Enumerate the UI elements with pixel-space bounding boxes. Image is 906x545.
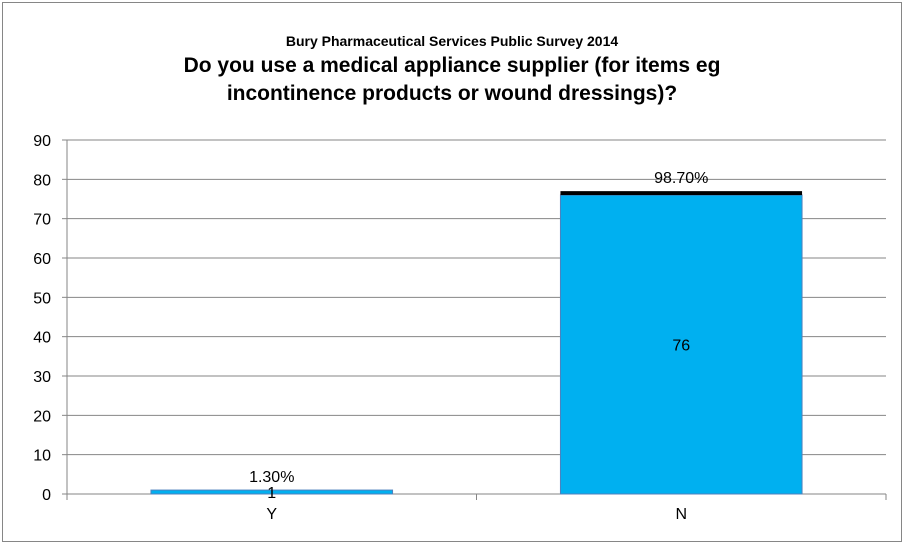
bar-y (150, 489, 394, 495)
percent-marker-n (560, 191, 803, 196)
value-label-n: 76 (672, 338, 690, 355)
y-tick-label-90: 90 (33, 133, 51, 150)
chart-supertitle: Bury Pharmaceutical Services Public Surv… (286, 33, 619, 49)
y-tick-label-70: 70 (33, 212, 51, 229)
percent-label-y: 1.30% (249, 469, 294, 486)
chart-title-line-2: incontinence products or wound dressings… (227, 82, 677, 105)
y-tick-label-0: 0 (42, 487, 51, 504)
plot-area: 0 10 20 30 40 50 60 70 80 90 11.30% Y 76 98.70% N (33, 133, 887, 523)
y-tick-label-60: 60 (33, 251, 51, 268)
y-tick-label-40: 40 (33, 330, 51, 347)
y-tick-label-80: 80 (33, 172, 51, 189)
value-label-y: 1 (267, 485, 276, 502)
y-tick-label-30: 30 (33, 369, 51, 386)
percent-label-n: 98.70% (654, 170, 708, 187)
y-tick-label-50: 50 (33, 290, 51, 307)
bar-n (559, 194, 803, 495)
x-tick-label-n: N (675, 506, 687, 523)
chart-canvas: Bury Pharmaceutical Services Public Surv… (33, 33, 887, 523)
y-tick-label-10: 10 (33, 448, 51, 465)
y-tick-label-20: 20 (33, 408, 51, 425)
x-tick-label-y: Y (266, 506, 277, 523)
chart-title-line-1: Do you use a medical appliance supplier … (184, 54, 721, 77)
